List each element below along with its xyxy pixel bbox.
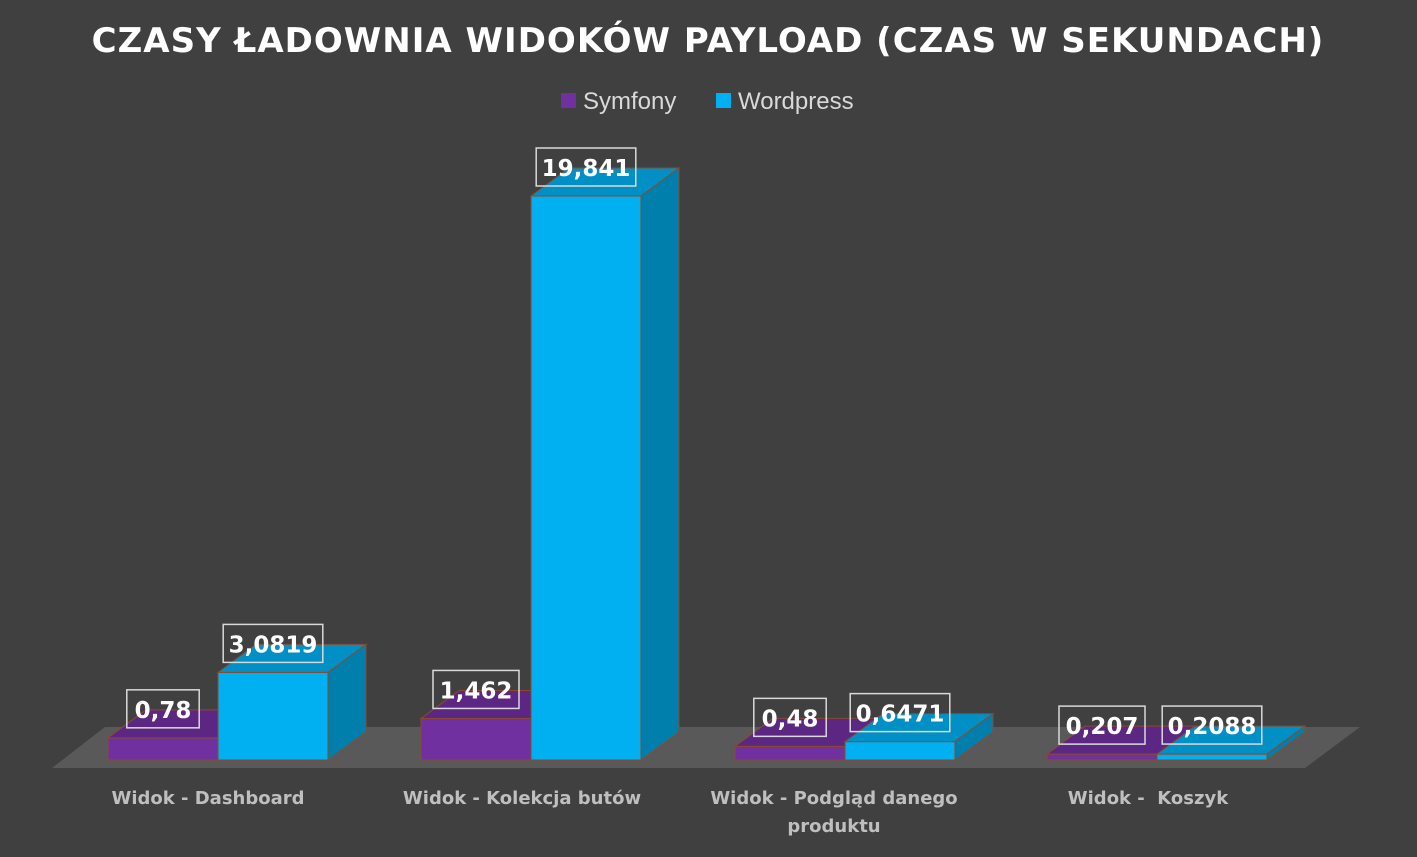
data-label-text: 0,6471 — [856, 702, 945, 728]
data-label-box — [1161, 705, 1263, 745]
bar-wordpress-0 — [216, 643, 368, 761]
chart-floor — [52, 727, 1360, 768]
bar-front-face — [1046, 753, 1158, 761]
category-label-2: Widok - Podgląd danego — [710, 788, 957, 809]
bar-front-face — [1156, 753, 1268, 761]
data-label-wordpress-0: 3,0819 — [222, 623, 324, 664]
legend-label-symfony: Symfony — [583, 88, 676, 115]
legend-label-wordpress: Wordpress — [738, 88, 854, 115]
data-label-symfony-1: 1,462 — [432, 669, 520, 710]
bar-front-face — [530, 195, 642, 761]
data-label-symfony-0: 0,78 — [126, 689, 200, 729]
category-label-1: Widok - Kolekcja butów — [403, 788, 641, 809]
data-label-text: 0,207 — [1066, 714, 1139, 740]
legend: Symfony Wordpress — [561, 88, 854, 115]
chart-title: CZASY ŁADOWNIA WIDOKÓW PAYLOAD (CZAS W S… — [92, 20, 1325, 61]
data-label-wordpress-2: 0,6471 — [849, 692, 951, 733]
legend-swatch-wordpress — [716, 93, 731, 108]
bar-wordpress-2 — [843, 712, 995, 761]
data-label-wordpress-1: 19,841 — [535, 147, 637, 187]
data-label-text: 0,78 — [135, 698, 192, 724]
data-label-box — [535, 147, 637, 187]
bar-side-face — [640, 167, 680, 761]
data-label-text: 1,462 — [440, 678, 513, 704]
data-labels-layer: 0,78 3,0819 1,462 19,841 0,48 0,6471 0,207 0,20… — [126, 147, 1263, 745]
bar-front-face — [420, 717, 532, 761]
bar-wordpress-1 — [529, 167, 681, 761]
data-label-text: 0,48 — [762, 706, 819, 732]
data-label-box — [1058, 705, 1146, 745]
bar-front-face — [844, 741, 956, 761]
bar-side-face — [954, 712, 994, 761]
category-label-2: produktu — [787, 816, 880, 837]
data-label-symfony-2: 0,48 — [753, 697, 827, 738]
category-label-3: Widok - Koszyk — [1068, 788, 1229, 809]
data-label-symfony-3: 0,207 — [1058, 705, 1146, 745]
category-label-0: Widok - Dashboard — [111, 788, 304, 809]
category-axis-labels: Widok - Dashboard Widok - Kolekcja butów W… — [111, 788, 1229, 837]
data-label-box — [432, 669, 520, 710]
data-label-box — [849, 692, 951, 733]
bar-side-face — [1266, 725, 1306, 761]
data-label-text: 19,841 — [542, 156, 631, 182]
data-label-box — [753, 697, 827, 738]
data-label-box — [222, 623, 324, 664]
legend-swatch-symfony — [561, 93, 576, 108]
data-label-text: 0,2088 — [1168, 714, 1257, 740]
data-label-text: 3,0819 — [229, 632, 318, 658]
bar-front-face — [217, 671, 329, 761]
bar-front-face — [734, 745, 846, 761]
bar-wordpress-3 — [1155, 725, 1307, 761]
bars-layer — [106, 167, 1307, 761]
data-label-wordpress-3: 0,2088 — [1161, 705, 1263, 745]
bar-side-face — [327, 643, 367, 761]
data-label-box — [126, 689, 200, 729]
bar-front-face — [107, 737, 219, 761]
